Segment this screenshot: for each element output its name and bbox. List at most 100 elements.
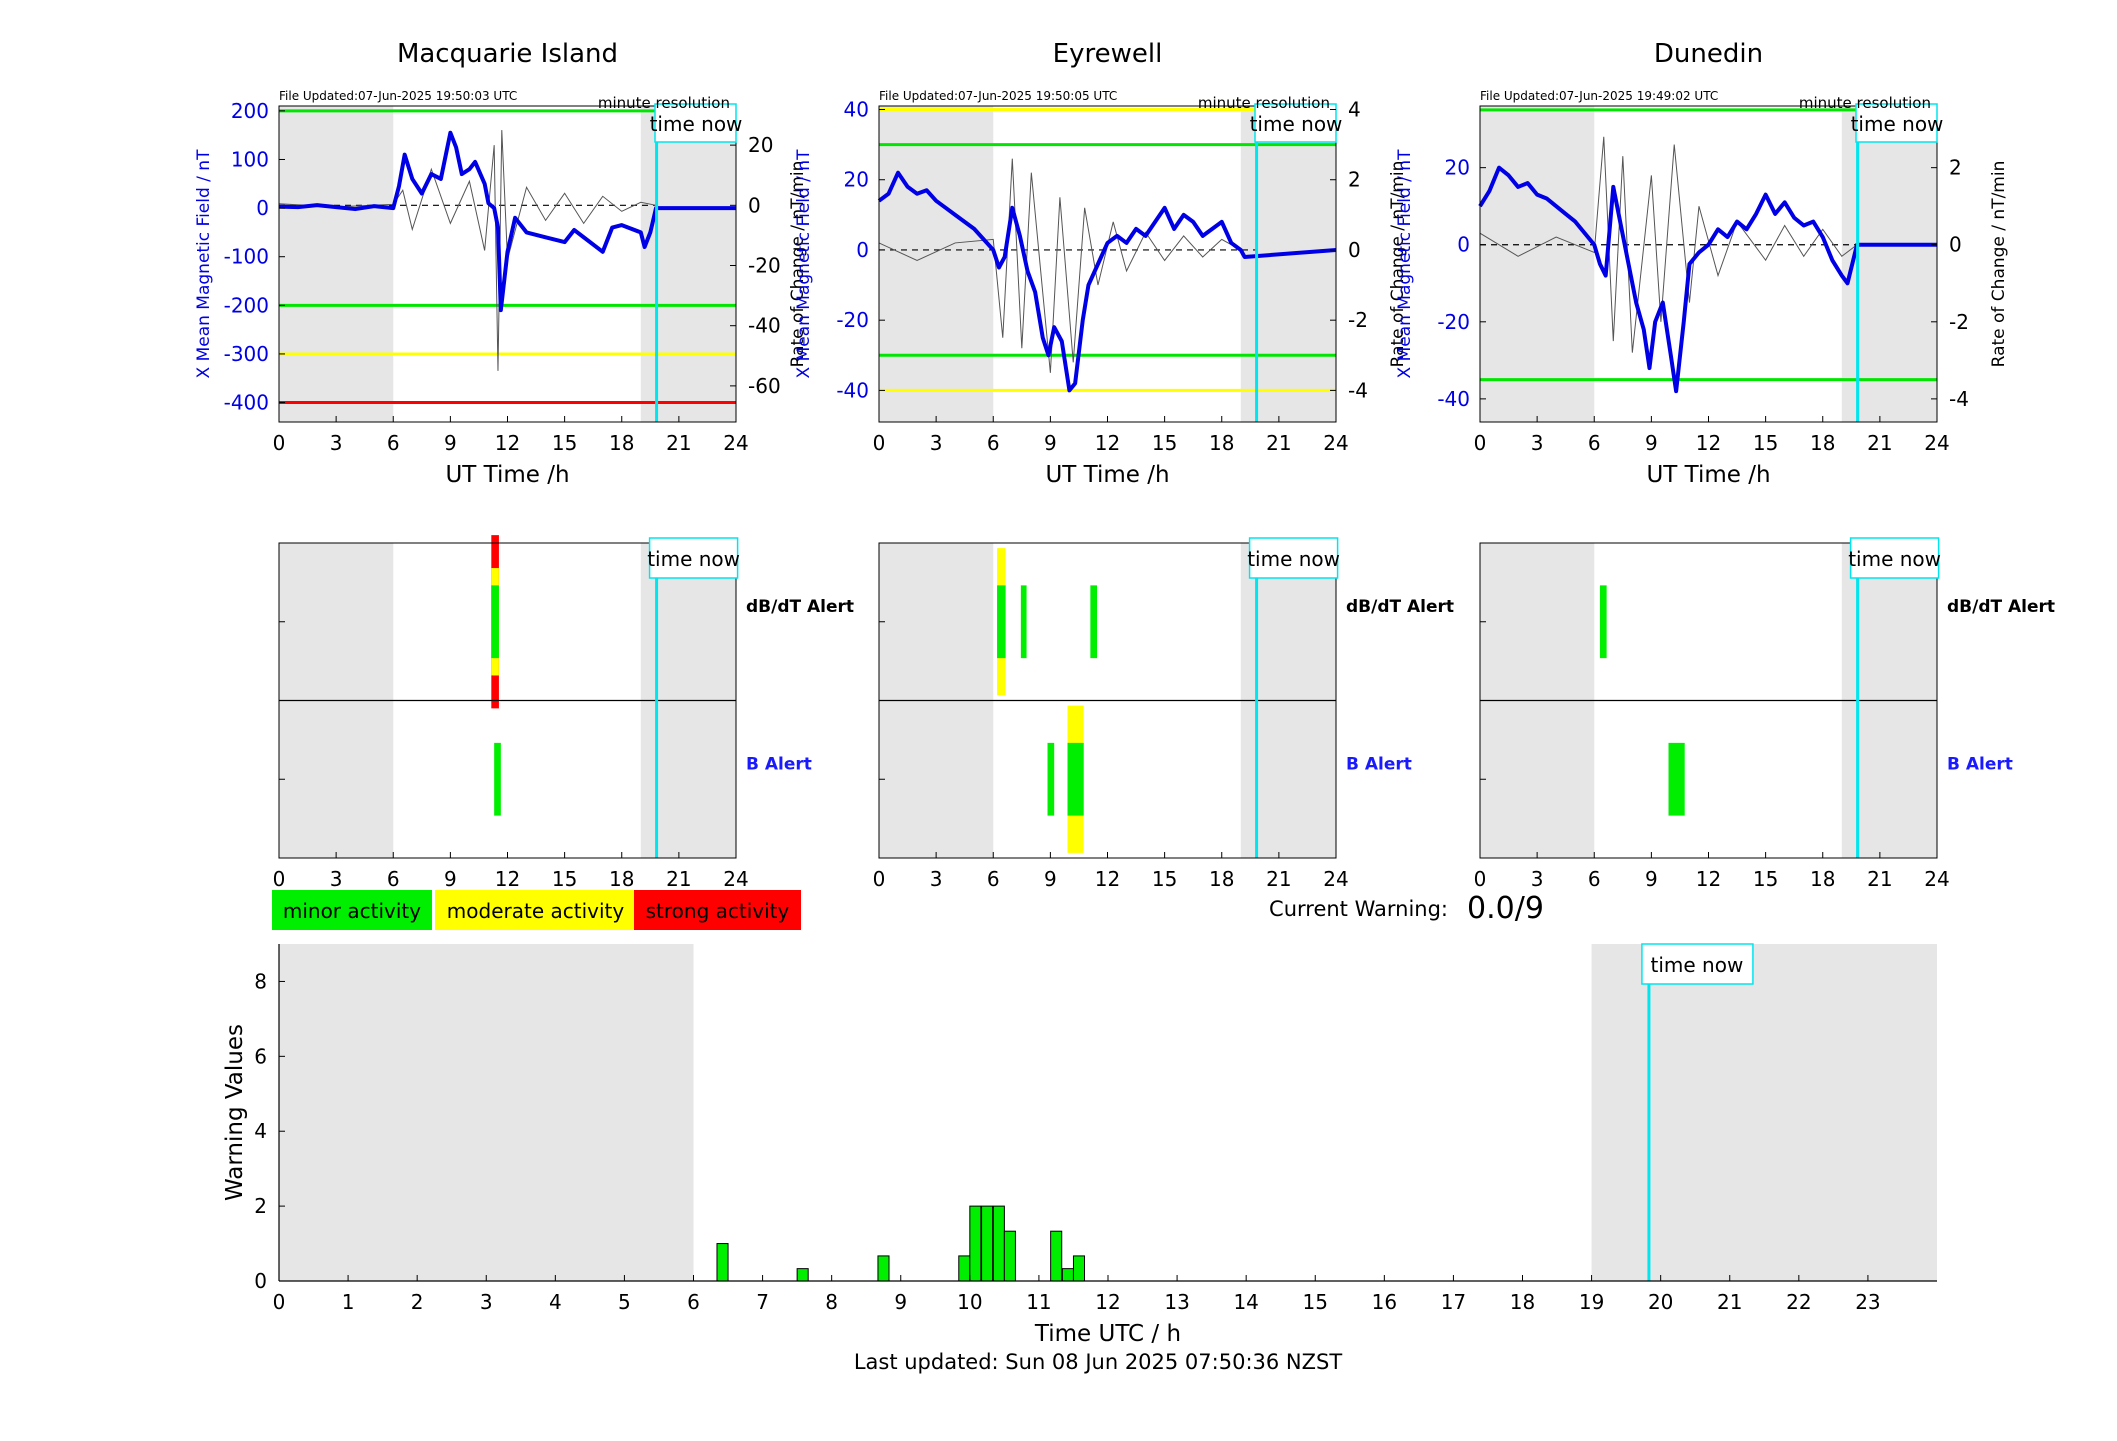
x-tick-label: 6	[987, 431, 1000, 455]
y2-tick-label: -4	[1348, 378, 1368, 402]
x-axis-label: Time UTC / h	[1034, 1321, 1181, 1347]
night-shade	[279, 944, 694, 1281]
x-tick-label: 11	[1026, 1290, 1051, 1314]
y-tick-label: -400	[224, 391, 269, 415]
warning-bar	[1003, 1230, 1016, 1282]
x-tick-label: 10	[957, 1290, 982, 1314]
y-tick-label: 8	[254, 969, 267, 993]
y-tick-label: -20	[836, 308, 869, 332]
b-alert-label: B Alert	[1947, 754, 2013, 774]
x-tick-label: 16	[1372, 1290, 1397, 1314]
resolution-label: minute resolution	[1799, 94, 1931, 112]
x-tick-label: 13	[1164, 1290, 1189, 1314]
b-alert-label: B Alert	[746, 754, 812, 774]
x-tick-label: 21	[1266, 431, 1291, 455]
x-tick-label: 6	[987, 867, 1000, 891]
x-tick-label: 17	[1441, 1290, 1466, 1314]
x-tick-label: 3	[480, 1290, 493, 1314]
x-tick-label: 0	[873, 431, 886, 455]
time-now-box	[1248, 537, 1339, 579]
y-tick-label: -300	[224, 342, 269, 366]
x-tick-label: 24	[723, 431, 748, 455]
y2-tick-label: -60	[748, 374, 781, 398]
x-tick-label: 15	[1152, 867, 1177, 891]
x-tick-label: 12	[1696, 867, 1721, 891]
x-tick-label: 22	[1786, 1290, 1811, 1314]
x-tick-label: 12	[1696, 431, 1721, 455]
x-tick-label: 23	[1855, 1290, 1880, 1314]
y-axis-label: Warning Values	[222, 1024, 248, 1201]
x-tick-label: 20	[1648, 1290, 1673, 1314]
b-alert-block	[1047, 742, 1055, 816]
night-shade	[279, 106, 394, 422]
dbdt-alert-label: dB/dT Alert	[1346, 597, 1454, 617]
x-tick-label: 24	[723, 867, 748, 891]
y-tick-label: 20	[1445, 156, 1470, 180]
y-tick-label: -40	[836, 378, 869, 402]
y-tick-label: 200	[231, 99, 269, 123]
x-tick-label: 24	[1924, 431, 1949, 455]
y-tick-label: 0	[256, 196, 269, 220]
y-tick-label: 4	[254, 1119, 267, 1143]
b-alert-block	[1067, 742, 1084, 816]
warning-bar	[1072, 1255, 1086, 1282]
x-tick-label: 12	[1095, 431, 1120, 455]
y-tick-label: 2	[254, 1194, 267, 1218]
x-tick-label: 14	[1233, 1290, 1258, 1314]
y-tick-label: -100	[224, 245, 269, 269]
x-tick-label: 24	[1924, 867, 1949, 891]
rate-of-change-series	[278, 130, 657, 371]
x-tick-label: 6	[1588, 867, 1601, 891]
x-tick-label: 3	[330, 867, 343, 891]
dbdt-alert-label: dB/dT Alert	[1947, 597, 2055, 617]
warning-bar	[981, 1205, 994, 1282]
x-tick-label: 15	[1303, 1290, 1328, 1314]
x-tick-label: 3	[1531, 867, 1544, 891]
x-tick-label: 3	[330, 431, 343, 455]
x-tick-label: 9	[444, 867, 457, 891]
x-tick-label: 0	[273, 1290, 286, 1314]
dbdt-alert-label: dB/dT Alert	[746, 597, 854, 617]
warning-bar	[958, 1255, 971, 1282]
panel-title: Macquarie Island	[397, 39, 618, 69]
last-updated: Last updated: Sun 08 Jun 2025 07:50:36 N…	[854, 1350, 1343, 1374]
y2-tick-label: 0	[748, 193, 761, 217]
current-warning-label: Current Warning:	[1269, 897, 1448, 921]
x-tick-label: 15	[552, 431, 577, 455]
time-now-box	[1855, 103, 1938, 143]
x-tick-label: 12	[495, 867, 520, 891]
y-tick-label: 100	[231, 147, 269, 171]
y2-tick-label: -20	[748, 254, 781, 278]
night-shade	[1591, 944, 1937, 1281]
x-tick-label: 18	[1810, 431, 1835, 455]
x-tick-label: 0	[1474, 867, 1487, 891]
x-axis-label: UT Time /h	[1646, 462, 1770, 488]
x-tick-label: 6	[387, 867, 400, 891]
resolution-label: minute resolution	[1198, 94, 1330, 112]
x-tick-label: 2	[411, 1290, 424, 1314]
y-tick-label: 6	[254, 1044, 267, 1068]
x-tick-label: 18	[1510, 1290, 1535, 1314]
time-now-box	[648, 537, 739, 579]
night-shade	[1841, 106, 1937, 422]
x-tick-label: 9	[1645, 867, 1658, 891]
x-tick-label: 4	[549, 1290, 562, 1314]
warning-bar	[969, 1205, 982, 1282]
rate-of-change-series	[878, 158, 1242, 373]
file-updated: File Updated:07-Jun-2025 19:49:02 UTC	[1480, 89, 1718, 103]
x-tick-label: 21	[1867, 867, 1892, 891]
y2-tick-label: -40	[748, 314, 781, 338]
panel-title: Eyrewell	[1053, 39, 1163, 69]
x-tick-label: 18	[609, 867, 634, 891]
x-field-series	[1478, 165, 1937, 394]
rate-of-change-series	[1479, 136, 1858, 353]
x-tick-label: 12	[495, 431, 520, 455]
b-alert-block	[494, 742, 501, 816]
y2-axis-label: Rate of Change / nT/min	[788, 161, 808, 368]
dbdt-alert-block	[1599, 585, 1607, 659]
x-tick-label: 0	[273, 867, 286, 891]
x-tick-label: 9	[894, 1290, 907, 1314]
x-tick-label: 0	[873, 867, 886, 891]
